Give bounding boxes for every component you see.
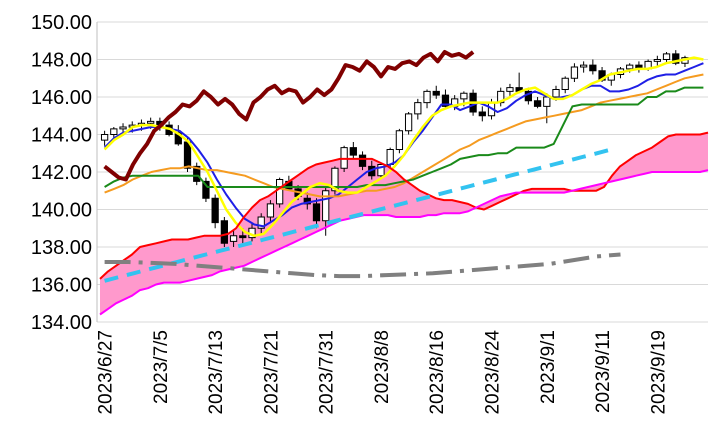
candle-body [322,190,330,222]
x-tick-label: 2023/8/24 [483,330,504,415]
y-tick-label: 136.00 [31,275,92,297]
x-tick-label: 2023/9/19 [648,330,669,415]
trend-line-blue-dashed [104,147,612,283]
y-tick-label: 146.00 [31,87,92,109]
candle-body [211,197,219,224]
candle-body [533,100,542,107]
line-yellow [103,56,704,238]
candle-body [432,90,440,96]
cloud-area [100,132,708,315]
candle-body [672,53,680,64]
x-tick-label: 2023/7/31 [317,330,338,415]
candle-body [543,96,551,107]
lagging-span [103,50,475,182]
candle-body [358,154,367,167]
candle-body [229,235,238,242]
candle-body [349,147,357,156]
candle-body [414,102,422,115]
candle-body [312,203,321,222]
y-tick-label: 144.00 [31,125,92,147]
x-tick-label: 2023/7/21 [261,330,282,415]
x-tick-label: 2023/9/1 [538,330,559,404]
candle-body [404,113,413,132]
base-line [104,73,704,198]
y-tick-label: 140.00 [31,200,92,222]
candle-body [662,53,671,60]
candle-body [100,134,109,141]
candle-body [220,220,228,244]
leading-span-b [99,169,709,316]
indicator-lines [99,50,709,316]
y-tick-label: 150.00 [31,12,92,34]
candle-body [110,128,118,135]
candle-body [183,141,192,169]
x-tick-label: 2023/8/16 [427,330,448,415]
candle-body [395,130,404,150]
candle-body [570,66,579,79]
candle-body [377,164,385,177]
candle-body [460,92,468,100]
candle-body [561,77,569,90]
candle-body [580,64,588,68]
candle-body [147,120,155,124]
candle-body [257,216,265,229]
candle-body [331,167,339,192]
candle-body [441,94,450,107]
candle-body [423,90,431,104]
y-tick-label: 142.00 [31,162,92,184]
x-tick-label: 2023/9/11 [593,330,614,413]
candle-body [276,179,284,205]
candle-body [202,180,210,199]
x-tick-label: 2023/7/13 [206,330,227,415]
y-tick-label: 138.00 [31,237,92,259]
x-axis: 2023/6/27 2023/7/5 2023/7/13 2023/7/21 2023/… [96,330,670,415]
candle-body [239,235,247,239]
trend-line-gray-dashdot [104,252,621,279]
x-tick-label: 2023/8/8 [372,330,393,404]
candle-body [552,89,560,98]
x-tick-label: 2023/7/5 [151,330,172,404]
candle-body [653,59,661,62]
x-tick-label: 2023/6/27 [96,330,117,415]
candle-body [193,165,201,182]
candle-body [589,64,597,72]
y-axis: 134.00 136.00 138.00 140.00 142.00 144.00 146.… [31,12,92,334]
candle-body [478,111,486,117]
line-green [104,86,704,188]
ichimoku-cloud [100,132,708,315]
candle-body [119,126,127,130]
candle-body [506,87,514,92]
candle-body [386,149,394,165]
y-tick-label: 148.00 [31,50,92,72]
y-tick-label: 134.00 [31,312,92,334]
candle-body [626,64,634,70]
candle-body [266,203,275,218]
